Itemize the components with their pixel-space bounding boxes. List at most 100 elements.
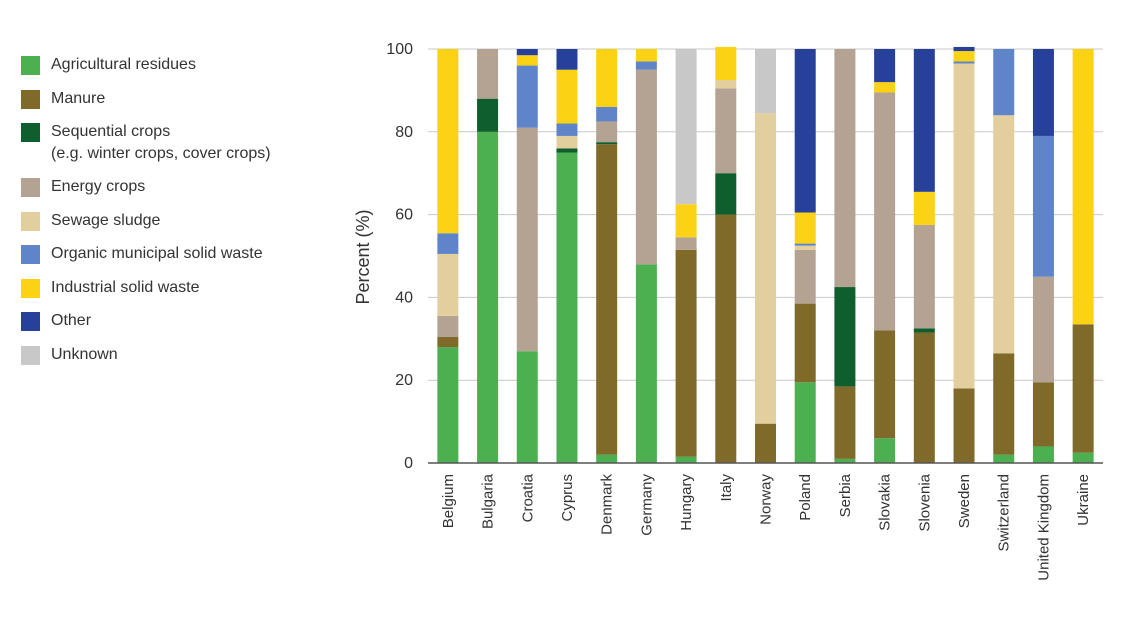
bar-segment bbox=[1032, 446, 1054, 463]
bar-segment bbox=[794, 382, 816, 463]
bar-segment bbox=[635, 61, 657, 70]
bar-segment bbox=[596, 142, 618, 145]
bar-segment bbox=[635, 49, 657, 62]
bar-segment bbox=[1032, 135, 1054, 277]
bar-segment bbox=[1032, 382, 1054, 447]
bar-segment bbox=[437, 253, 459, 317]
x-tick-label: Italy bbox=[718, 474, 735, 502]
y-tick-label: 80 bbox=[395, 124, 413, 141]
bar-segment bbox=[715, 214, 737, 463]
legend-swatch bbox=[21, 245, 40, 264]
bar-segment bbox=[516, 55, 538, 66]
bars bbox=[437, 46, 1094, 464]
x-tick-label: Sweden bbox=[956, 474, 973, 528]
bar-segment bbox=[794, 303, 816, 383]
y-axis-title: Percent (%) bbox=[353, 209, 373, 304]
bar-segment bbox=[874, 82, 896, 93]
bar-segment bbox=[874, 438, 896, 463]
bar-segment bbox=[1032, 49, 1054, 136]
bar-segment bbox=[556, 49, 578, 70]
legend-label: Unknown bbox=[51, 346, 118, 363]
bar-segment bbox=[596, 454, 618, 463]
x-tick-label: Croatia bbox=[519, 473, 536, 522]
bar-segment bbox=[953, 63, 975, 389]
x-tick-label: Slovenia bbox=[916, 473, 933, 531]
legend-swatch bbox=[21, 178, 40, 197]
bar-segment bbox=[874, 330, 896, 439]
legend-swatch bbox=[21, 312, 40, 331]
bar-segment bbox=[1032, 276, 1054, 383]
bar-segment bbox=[556, 135, 578, 149]
bar-segment bbox=[596, 121, 618, 143]
bar-segment bbox=[755, 423, 776, 463]
x-tick-label: Ukraine bbox=[1075, 474, 1092, 526]
bar-segment bbox=[675, 204, 697, 238]
bar-segment bbox=[556, 152, 578, 463]
bar-segment bbox=[1072, 324, 1094, 453]
y-tick-label: 0 bbox=[404, 455, 413, 472]
legend-label: Industrial solid waste bbox=[51, 279, 200, 296]
legend-swatch bbox=[21, 56, 40, 75]
bar-segment bbox=[556, 69, 578, 124]
bar-segment bbox=[993, 353, 1015, 455]
bar-segment bbox=[834, 386, 856, 459]
x-tick-label: Belgium bbox=[440, 474, 457, 528]
bar-segment bbox=[913, 332, 935, 463]
bar-segment bbox=[675, 249, 697, 457]
x-tick-label: Hungary bbox=[678, 474, 695, 531]
bar-segment bbox=[993, 115, 1015, 354]
bar-segment bbox=[675, 49, 697, 205]
y-tick-label: 60 bbox=[395, 207, 413, 224]
bar-segment bbox=[993, 454, 1015, 463]
bar-segment bbox=[635, 69, 657, 265]
bar-segment bbox=[794, 249, 816, 304]
y-tick-label: 20 bbox=[395, 372, 413, 389]
bar-segment bbox=[477, 98, 499, 132]
bar-segment bbox=[516, 127, 538, 352]
x-tick-label: Germany bbox=[638, 474, 655, 536]
legend-label: Organic municipal solid waste bbox=[51, 245, 263, 262]
bar-segment bbox=[794, 212, 816, 244]
legend-label: Energy crops bbox=[51, 178, 146, 195]
x-tick-label: Denmark bbox=[599, 474, 616, 535]
bar-segment bbox=[477, 49, 499, 99]
x-tick-label: Norway bbox=[758, 474, 775, 525]
bar-segment bbox=[1072, 49, 1094, 325]
x-tick-label: Switzerland bbox=[996, 474, 1013, 552]
bar-segment bbox=[834, 458, 856, 463]
bar-segment bbox=[437, 233, 459, 254]
bar-segment bbox=[913, 328, 935, 333]
bar-segment bbox=[715, 88, 737, 174]
bar-segment bbox=[556, 148, 578, 153]
x-tick-label: Bulgaria bbox=[480, 473, 497, 529]
bar-segment bbox=[437, 336, 459, 348]
bar-segment bbox=[834, 287, 856, 387]
bar-segment bbox=[437, 49, 459, 234]
bar-segment bbox=[1072, 452, 1094, 463]
bar-segment bbox=[437, 316, 459, 337]
y-tick-label: 100 bbox=[386, 41, 413, 58]
bar-segment bbox=[675, 456, 697, 463]
axes: 0 20 40 60 80 100 Belgium Bulgaria Croatia Cyprus… bbox=[386, 41, 1103, 581]
x-tick-label: Poland bbox=[797, 474, 814, 521]
bar-segment bbox=[596, 106, 618, 122]
bar-segment bbox=[913, 191, 935, 225]
legend-swatch bbox=[21, 90, 40, 109]
bar-segment bbox=[635, 264, 657, 463]
legend-swatch bbox=[21, 212, 40, 231]
bar-segment bbox=[794, 243, 816, 246]
bar-segment bbox=[874, 92, 896, 331]
bar-segment bbox=[596, 144, 618, 455]
bar-segment bbox=[913, 224, 935, 329]
x-tick-label: United Kingdom bbox=[1035, 474, 1052, 581]
legend-swatch bbox=[21, 123, 40, 142]
bar-segment bbox=[516, 65, 538, 128]
bar-segment bbox=[834, 49, 856, 288]
bar-segment bbox=[516, 49, 538, 56]
legend-label: Agricultural residues bbox=[51, 56, 196, 73]
bar-segment bbox=[993, 49, 1015, 116]
bar-segment bbox=[715, 46, 737, 81]
x-tick-label: Serbia bbox=[837, 473, 854, 517]
legend-swatch bbox=[21, 279, 40, 298]
bar-segment bbox=[715, 173, 737, 215]
